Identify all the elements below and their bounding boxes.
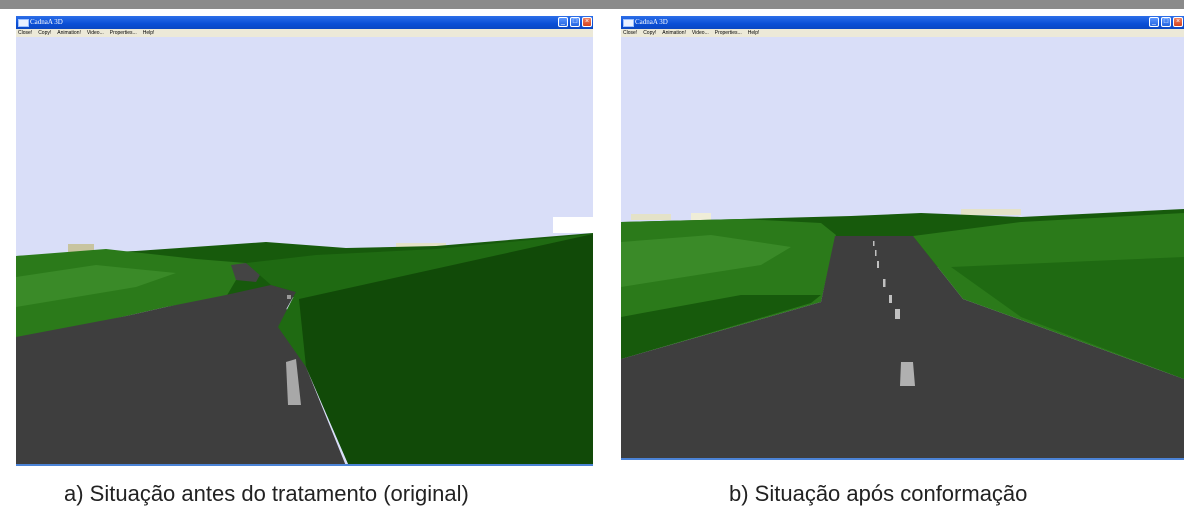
minimize-button[interactable]: _ bbox=[1149, 17, 1159, 27]
lane-dash bbox=[895, 309, 900, 319]
menu-video[interactable]: Video... bbox=[691, 30, 709, 36]
building-cluster-left bbox=[631, 214, 671, 220]
grass-left-shadow bbox=[621, 295, 821, 359]
building bbox=[68, 244, 94, 253]
title-bar: CadnaA 3D _ □ × bbox=[621, 16, 1184, 29]
scene-conformed bbox=[621, 37, 1184, 460]
menu-help[interactable]: Help! bbox=[747, 30, 760, 36]
window-bottom-edge bbox=[621, 458, 1184, 460]
menu-bar: Close! Copy! Animation! Video... Properties.… bbox=[16, 29, 593, 37]
menu-close[interactable]: Close! bbox=[18, 30, 33, 36]
grass-left-highlight bbox=[621, 235, 791, 287]
viewer-window-original: CadnaA 3D _ □ × Close! Copy! Animation! Vid… bbox=[16, 16, 593, 466]
lane-dash bbox=[889, 295, 892, 303]
road-foreground bbox=[16, 299, 346, 466]
window-title: CadnaA 3D bbox=[30, 18, 63, 26]
lane-dash bbox=[877, 261, 879, 268]
menu-copy[interactable]: Copy! bbox=[643, 30, 657, 36]
menu-copy[interactable]: Copy! bbox=[38, 30, 52, 36]
building-cluster-right bbox=[961, 209, 1021, 215]
close-button[interactable]: × bbox=[1173, 17, 1183, 27]
building-far bbox=[553, 217, 593, 233]
lane-dash bbox=[873, 241, 875, 246]
title-bar: CadnaA 3D _ □ × bbox=[16, 16, 593, 29]
lane-dash bbox=[883, 279, 886, 287]
grass-right-shadow bbox=[951, 257, 1184, 379]
menu-help[interactable]: Help! bbox=[142, 30, 155, 36]
caption-original: a) Situação antes do tratamento (origina… bbox=[64, 481, 469, 506]
maximize-button[interactable]: □ bbox=[1161, 17, 1171, 27]
menu-video[interactable]: Video... bbox=[86, 30, 104, 36]
lane-dash-near bbox=[900, 362, 915, 386]
caption-conformed: b) Situação após conformação bbox=[729, 481, 1028, 506]
window-title: CadnaA 3D bbox=[635, 18, 668, 26]
menu-bar: Close! Copy! Animation! Video... Properties.… bbox=[621, 29, 1184, 37]
lane-marking-far bbox=[287, 295, 291, 299]
viewer-window-conformed: CadnaA 3D _ □ × Close! Copy! Animation! Vid… bbox=[621, 16, 1184, 460]
lane-marking bbox=[286, 359, 301, 405]
app-icon bbox=[18, 19, 29, 27]
scene-original bbox=[16, 37, 593, 466]
menu-close[interactable]: Close! bbox=[623, 30, 638, 36]
app-icon bbox=[623, 19, 634, 27]
building-cluster bbox=[396, 243, 446, 249]
grass-left-highlight bbox=[16, 265, 176, 307]
menu-animation[interactable]: Animation! bbox=[662, 30, 686, 36]
close-button[interactable]: × bbox=[582, 17, 592, 27]
window-bottom-edge bbox=[16, 464, 593, 466]
minimize-button[interactable]: _ bbox=[558, 17, 568, 27]
road-far bbox=[231, 263, 261, 282]
menu-properties[interactable]: Properties... bbox=[714, 30, 742, 36]
3d-viewport[interactable] bbox=[16, 37, 593, 466]
building bbox=[691, 213, 711, 221]
maximize-button[interactable]: □ bbox=[570, 17, 580, 27]
3d-viewport[interactable] bbox=[621, 37, 1184, 460]
top-border bbox=[0, 0, 1184, 9]
menu-animation[interactable]: Animation! bbox=[57, 30, 81, 36]
embankment-right bbox=[299, 234, 593, 466]
road-surface bbox=[621, 236, 1184, 460]
menu-properties[interactable]: Properties... bbox=[109, 30, 137, 36]
lane-dash bbox=[875, 250, 877, 256]
